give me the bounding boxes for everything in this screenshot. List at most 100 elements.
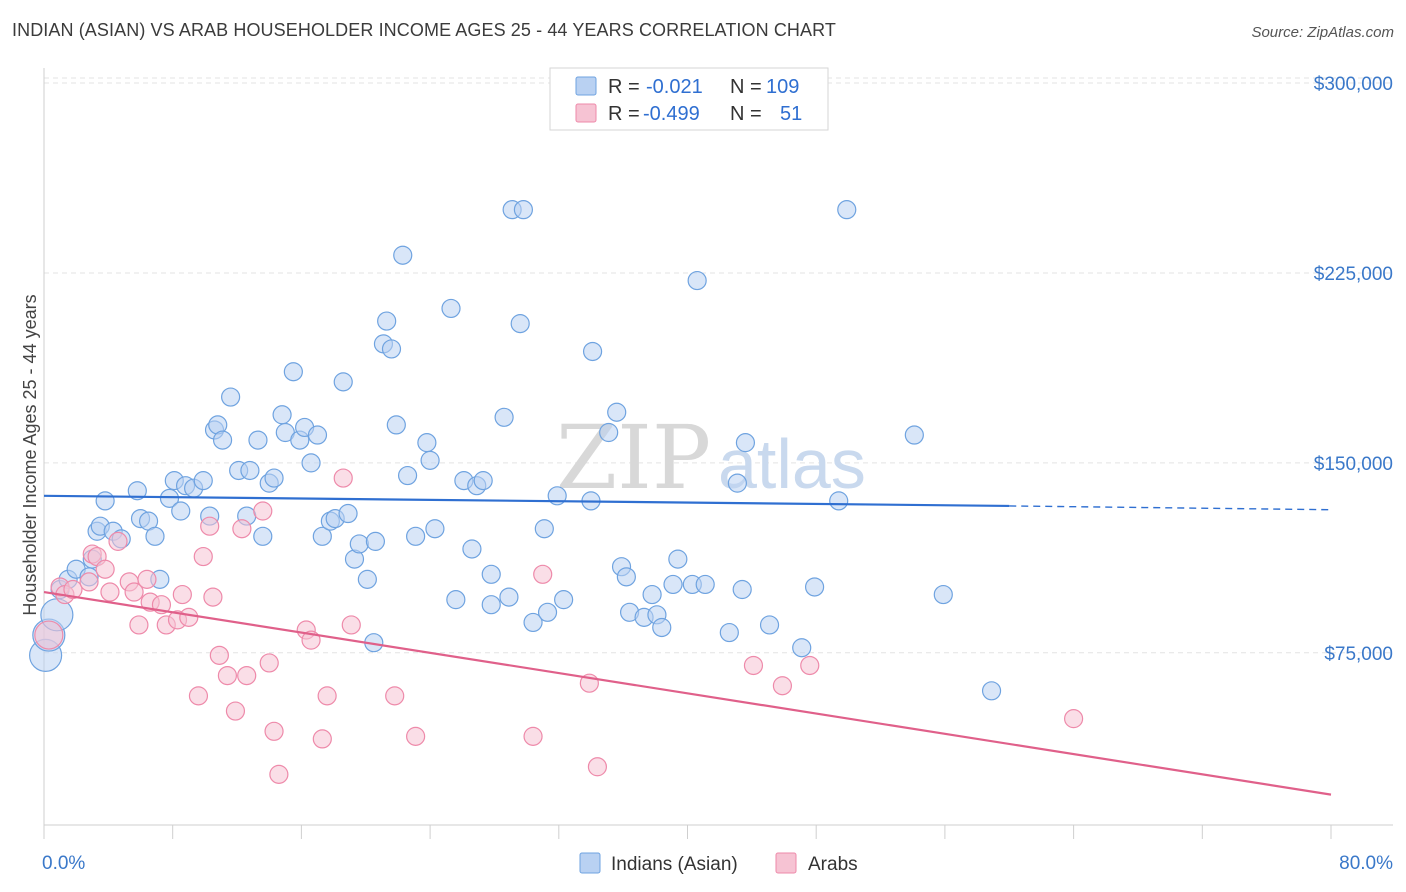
indian-point — [171, 501, 191, 521]
series-legend-indians: Indians (Asian) — [611, 854, 738, 875]
legend-n-label-2: N = — [730, 103, 762, 125]
y-tick-labels: $75,000 $150,000 $225,000 $300,000 — [1314, 74, 1393, 665]
indian-point — [386, 415, 406, 435]
axes — [43, 68, 1393, 839]
indian-point — [481, 564, 501, 584]
indian-trend-extension — [1009, 505, 1332, 511]
indian-point — [523, 612, 543, 633]
arab-point — [217, 665, 237, 686]
data-points — [29, 200, 1084, 784]
arab-point — [312, 729, 332, 749]
indian-point — [127, 481, 147, 501]
arab-point — [341, 615, 361, 635]
chart-title: INDIAN (ASIAN) VS ARAB HOUSEHOLDER INCOM… — [12, 20, 836, 40]
legend-swatch-blue — [575, 76, 597, 96]
arab-point — [253, 501, 273, 521]
indian-point — [248, 430, 268, 450]
arab-point — [587, 757, 608, 777]
arab-point — [264, 721, 284, 741]
indian-point — [425, 519, 445, 539]
series-legend-swatch-indians — [579, 852, 601, 874]
arab-point — [743, 655, 764, 676]
arab-point — [179, 607, 199, 627]
arab-point — [193, 546, 213, 567]
indian-point — [732, 579, 752, 600]
arab-point — [63, 579, 83, 600]
arab-point — [772, 676, 793, 696]
indian-point — [272, 405, 292, 425]
indian-point — [240, 460, 260, 481]
arab-point — [188, 686, 209, 706]
indian-point — [473, 471, 493, 491]
indian-point — [212, 430, 233, 450]
arab-point — [203, 587, 223, 607]
y-tick-label: $300,000 — [1314, 74, 1393, 95]
indian-point — [301, 453, 321, 473]
indian-point — [599, 422, 619, 443]
indian-point — [377, 311, 397, 331]
indian-point — [349, 534, 369, 554]
indian-point — [981, 681, 1002, 701]
arab-point — [523, 726, 543, 746]
series-legend: Indians (Asian) Arabs — [579, 852, 858, 875]
watermark: ZIP atlas — [556, 406, 866, 509]
arab-point — [100, 582, 120, 602]
arab-point — [200, 516, 220, 536]
arab-point — [800, 655, 820, 676]
legend-r-label-2: R = — [608, 103, 640, 125]
arab-point — [269, 764, 289, 784]
indian-point — [312, 526, 332, 546]
indian-point — [253, 526, 273, 546]
grid — [44, 77, 1393, 654]
x-tick-label: 80.0% — [1339, 853, 1393, 874]
indian-point — [481, 595, 501, 615]
y-tick-label: $150,000 — [1314, 454, 1393, 475]
y-tick-label: $225,000 — [1314, 264, 1393, 285]
indian-point — [687, 270, 707, 291]
indian-point — [582, 341, 603, 362]
indian-point — [513, 200, 534, 220]
arab-point — [95, 559, 115, 579]
arab-point — [225, 701, 246, 721]
indian-trend-line — [43, 494, 1010, 508]
indian-point — [933, 584, 953, 605]
indian-point — [804, 577, 825, 597]
arab-point — [317, 686, 337, 706]
indian-point — [365, 531, 386, 551]
arab-point — [209, 645, 229, 665]
legend-r-label-1: R = — [608, 76, 640, 98]
indian-point — [333, 372, 353, 392]
indian-point — [607, 402, 627, 422]
indian-point — [417, 433, 437, 453]
series-legend-arabs: Arabs — [808, 854, 858, 875]
trend-lines — [43, 494, 1332, 796]
indian-point — [904, 425, 924, 445]
arab-point — [232, 519, 252, 539]
legend-n-value-1: 109 — [766, 76, 799, 98]
indian-point — [193, 471, 213, 491]
indian-point — [338, 503, 358, 524]
legend-r-value-1: -0.021 — [646, 76, 703, 98]
indian-point — [307, 425, 328, 445]
indian-point — [393, 245, 413, 265]
indian-point — [357, 569, 377, 589]
indian-point — [221, 387, 241, 407]
indian-point — [792, 638, 812, 658]
indian-point — [695, 574, 715, 595]
y-tick-label: $75,000 — [1324, 644, 1393, 665]
arab-trend-line — [43, 590, 1332, 796]
indian-point — [837, 200, 857, 220]
indian-point — [829, 491, 849, 511]
source-label: Source: ZipAtlas.com — [1251, 24, 1394, 41]
indian-point — [537, 602, 558, 622]
indian-point — [446, 590, 466, 610]
indian-point — [510, 314, 530, 334]
x-tick-labels: 0.0% 80.0% — [42, 853, 1393, 874]
arab-point — [1063, 709, 1084, 729]
x-tick-label: 0.0% — [42, 853, 85, 874]
legend-r-value-2: -0.499 — [643, 103, 700, 125]
arab-point — [237, 665, 257, 686]
indian-point — [735, 433, 756, 453]
indian-point — [642, 584, 662, 605]
indian-point — [397, 465, 418, 486]
